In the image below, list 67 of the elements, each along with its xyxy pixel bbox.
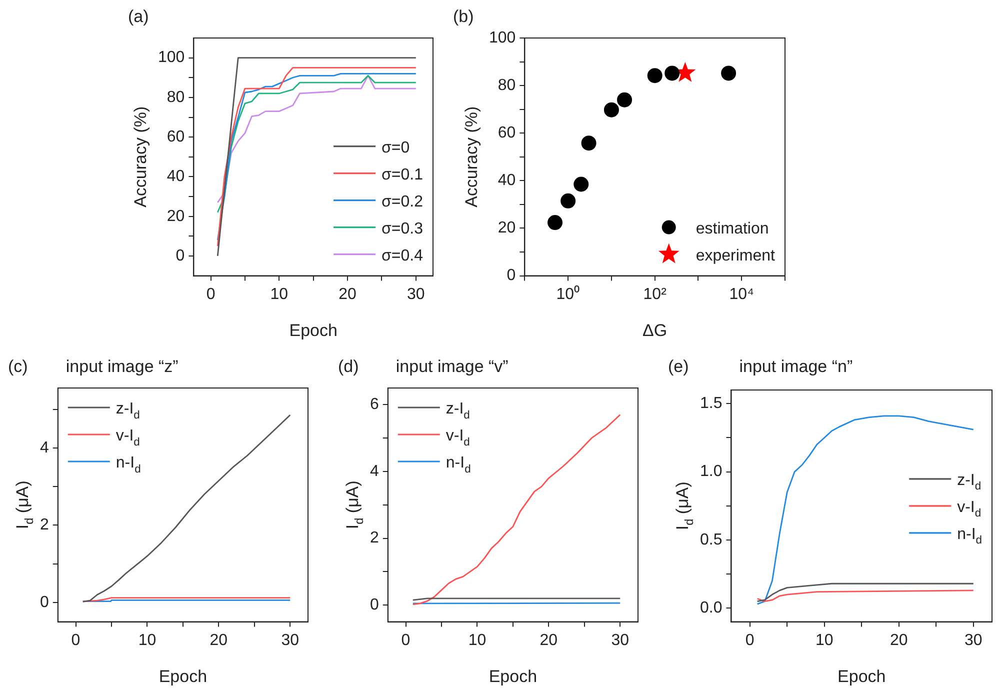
chart-title: (e) [668, 357, 689, 376]
y-tick-label: 100 [158, 49, 185, 66]
x-axis-title: ΔG [642, 321, 668, 340]
y-tick-label: 4 [370, 462, 379, 480]
x-axis-title: Epoch [158, 667, 208, 686]
y-tick-label: 0.0 [700, 600, 722, 617]
x-axis-title: Epoch [289, 321, 338, 340]
x-tick-label: 30 [281, 632, 300, 649]
x-tick-label: 20 [540, 632, 558, 649]
x-tick-label: 30 [964, 632, 982, 649]
chart-title: (c) [8, 357, 28, 376]
x-tick-label: 10 [270, 286, 288, 303]
y-tick-label: 80 [498, 76, 516, 94]
y-tick-label: 20 [166, 208, 185, 225]
y-tick-label: 2 [370, 530, 379, 547]
y-tick-label: 0 [370, 596, 379, 614]
y-tick-label: 2 [40, 516, 49, 534]
chart-title: (b) [453, 7, 474, 26]
y-tick-label: 0 [506, 267, 516, 284]
x-tick-label: 0 [745, 632, 754, 649]
x-tick-label: 10 [138, 632, 156, 649]
y-tick-label: 60 [166, 128, 185, 146]
y-tick-label: 60 [498, 124, 516, 142]
x-tick-label: 10 [815, 632, 834, 649]
x-tick-label: 10⁴ [729, 286, 754, 303]
x-tick-label: 20 [210, 632, 228, 649]
y-axis-title: Accuracy (%) [462, 106, 481, 208]
y-tick-label: 6 [370, 396, 379, 414]
chart-subtitle: input image “v” [396, 357, 509, 376]
y-tick-label: 20 [498, 220, 516, 237]
x-tick-label: 0 [206, 286, 216, 303]
chart-subtitle: input image “n” [739, 357, 853, 376]
legend-label: σ=0.2 [382, 193, 424, 210]
y-tick-label: 0 [40, 594, 49, 611]
x-tick-label: 20 [890, 632, 908, 649]
legend-label: σ=0 [382, 139, 410, 156]
x-tick-label: 30 [611, 632, 630, 649]
x-tick-label: 10² [643, 286, 668, 303]
y-axis-title: Id (μA) [673, 482, 696, 530]
legend-label: estimation [696, 220, 769, 238]
y-tick-label: 40 [166, 168, 185, 186]
legend-label: σ=0.3 [382, 220, 424, 238]
y-tick-label: 4 [40, 439, 49, 456]
y-tick-label: 100 [488, 29, 516, 46]
x-tick-label: 30 [407, 286, 425, 303]
chart-title: (a) [128, 7, 149, 26]
y-tick-label: 1.5 [700, 395, 722, 412]
x-axis-title: Epoch [838, 667, 886, 686]
y-tick-label: 40 [498, 172, 516, 190]
y-tick-label: 80 [166, 88, 185, 106]
legend-label: experiment [696, 247, 776, 264]
y-axis-title: Id (μA) [13, 480, 36, 530]
x-axis-title: Epoch [488, 667, 538, 686]
y-axis-title: Accuracy (%) [131, 106, 150, 208]
y-axis-title: Id (μA) [343, 480, 366, 530]
legend-label: σ=0.4 [382, 247, 424, 264]
chart-subtitle: input image “z” [66, 357, 179, 376]
legend-label: σ=0.1 [382, 166, 424, 184]
x-tick-label: 10 [468, 632, 486, 649]
y-tick-label: 0.5 [700, 531, 722, 548]
x-tick-label: 0 [71, 632, 80, 649]
x-tick-label: 20 [338, 286, 357, 303]
y-tick-label: 1.0 [700, 463, 722, 480]
x-tick-label: 0 [401, 632, 410, 649]
x-tick-label: 10⁰ [556, 284, 580, 303]
y-tick-label: 0 [176, 247, 185, 264]
chart-title: (d) [338, 357, 359, 376]
